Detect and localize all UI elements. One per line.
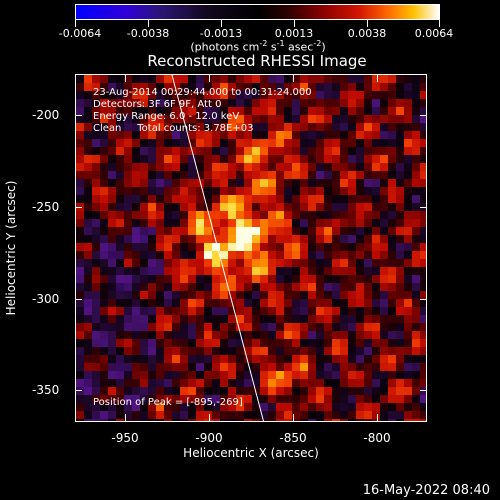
colorbar-tick-label: -0.0064 <box>58 27 102 40</box>
colorbar-tick <box>367 20 368 27</box>
heatmap-cells <box>76 75 426 421</box>
colorbar-tick-label: 0.0038 <box>347 27 387 40</box>
solar-limb-line <box>171 75 264 421</box>
y-tick-label: -350 <box>32 383 60 397</box>
heatmap-image <box>76 75 426 421</box>
peak-position-annotation: Position of Peak = [-895,-269] <box>93 397 243 408</box>
detectors-annotation: Detectors: 3F 6F 9F, Att 0 <box>93 99 222 110</box>
x-tick-label: -900 <box>195 431 223 445</box>
colorbar-tick-label: 0.0064 <box>414 27 454 40</box>
x-tick-label: -950 <box>111 431 139 445</box>
colorbar-tick <box>148 20 149 27</box>
y-tick-label: -300 <box>32 292 60 306</box>
colorbar-tick <box>75 20 76 27</box>
colorbar-tick <box>439 20 440 27</box>
plot-title: Reconstructed RHESSI Image <box>147 52 367 70</box>
time-range-annotation: 23-Aug-2014 00:29:44.000 to 00:31:24.000 <box>93 87 312 98</box>
colorbar-units-label: (photons cm-2 s-1 asec-2) <box>190 39 326 54</box>
y-tick-label: -250 <box>32 200 60 214</box>
colorbar <box>75 4 440 20</box>
render-timestamp: 16-May-2022 08:40 <box>362 483 490 498</box>
colorbar-tick-label: -0.0038 <box>126 27 170 40</box>
heatmap-plot-area <box>75 74 427 422</box>
energy-range-annotation: Energy Range: 6.0 - 12.0 keV <box>93 111 240 122</box>
clean-counts-annotation: Clean Total counts: 3.78E+03 <box>93 123 254 134</box>
colorbar-tick-label: 0.0013 <box>274 27 314 40</box>
colorbar-tick-label: -0.0013 <box>199 27 243 40</box>
x-axis-title: Heliocentric X (arcsec) <box>183 446 319 460</box>
x-tick-label: -850 <box>279 431 307 445</box>
colorbar-tick <box>294 20 295 27</box>
y-axis-title: Heliocentric Y (arcsec) <box>4 180 18 316</box>
colorbar-tick <box>221 20 222 27</box>
y-tick-label: -200 <box>32 108 60 122</box>
x-tick-label: -800 <box>363 431 391 445</box>
